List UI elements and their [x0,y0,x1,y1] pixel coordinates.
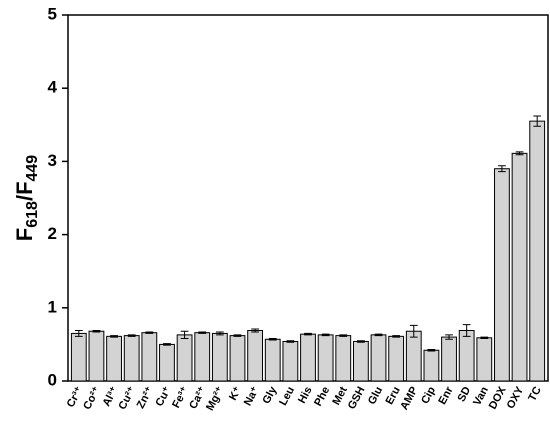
plot-frame [67,14,549,382]
bar [282,340,299,382]
error-bar [409,324,418,338]
y-tick-label: 3 [48,151,57,170]
error-bar [268,338,277,341]
x-tick-label: TC [526,385,544,404]
error-bar [427,349,436,352]
bar [317,334,334,382]
bar [494,168,510,382]
error-bar [392,335,401,338]
bar [458,329,475,382]
bar [264,338,281,382]
error-bar [533,115,542,127]
x-tick-label: Cu²⁺ [116,385,138,412]
error-bar [163,343,171,346]
error-bar [127,334,136,337]
x-tick-label: GSH [346,385,368,412]
bar [247,329,264,382]
bar [405,330,422,382]
error-bar [215,331,224,336]
error-bar [515,151,524,156]
bar [423,349,440,382]
x-tick-label: Na⁺ [242,385,262,408]
bar [194,332,211,382]
y-tick-label: 0 [48,370,57,389]
bar [476,337,493,382]
x-tick-label: Phe [312,385,332,408]
y-label-part: F [12,228,37,241]
bar [123,335,140,382]
y-axis-label: F618/F449 [12,155,41,242]
error-bar [339,334,348,337]
bar [441,336,457,382]
x-tick-label: DOX [487,384,509,411]
error-bar [445,334,453,340]
x-tick-label: Mg²⁺ [204,385,227,413]
bar [352,340,369,382]
bar [229,335,246,382]
y-tick-label: 4 [48,78,58,97]
y-label-part: /F [12,181,37,201]
x-tick-label: Cip [419,385,438,407]
error-bar [251,328,259,333]
x-tick-label: Glu [366,385,385,407]
bar [388,335,405,382]
x-tick-label: OXY [505,384,527,411]
error-bar [110,335,118,338]
x-tick-label: Leu [277,385,297,408]
x-tick-label: Enr [436,384,456,406]
bar [88,330,105,382]
error-bar [304,332,312,336]
error-bar [74,329,83,337]
bar [159,343,175,382]
bar [529,120,546,382]
error-bar [498,165,506,173]
y-tick-label: 5 [48,4,57,23]
error-bar [321,333,330,337]
bar [335,335,352,382]
error-bar [92,329,101,333]
bar [106,335,122,382]
bar [211,332,228,382]
error-bar [480,336,489,340]
bar [176,334,193,382]
error-bar [198,331,207,334]
y-label-part: 449 [24,155,41,182]
bar [141,332,158,382]
x-tick-label: AMP [398,385,420,412]
y-tick-label: 2 [48,224,57,243]
y-tick-label: 1 [48,297,57,316]
error-bar [462,324,471,337]
y-label-part: 618 [24,201,41,228]
bar [300,333,316,382]
bar [370,334,387,382]
error-bar [145,331,154,334]
bar [511,152,528,382]
x-tick-label: Co²⁺ [81,385,103,412]
error-bar [233,334,242,337]
error-bar [286,340,295,343]
error-bar [374,333,383,337]
error-bar [180,330,189,340]
x-tick-label: Zn²⁺ [135,385,156,411]
x-tick-label: K⁺ [227,385,244,403]
bar [70,332,87,382]
error-bar [357,340,365,343]
